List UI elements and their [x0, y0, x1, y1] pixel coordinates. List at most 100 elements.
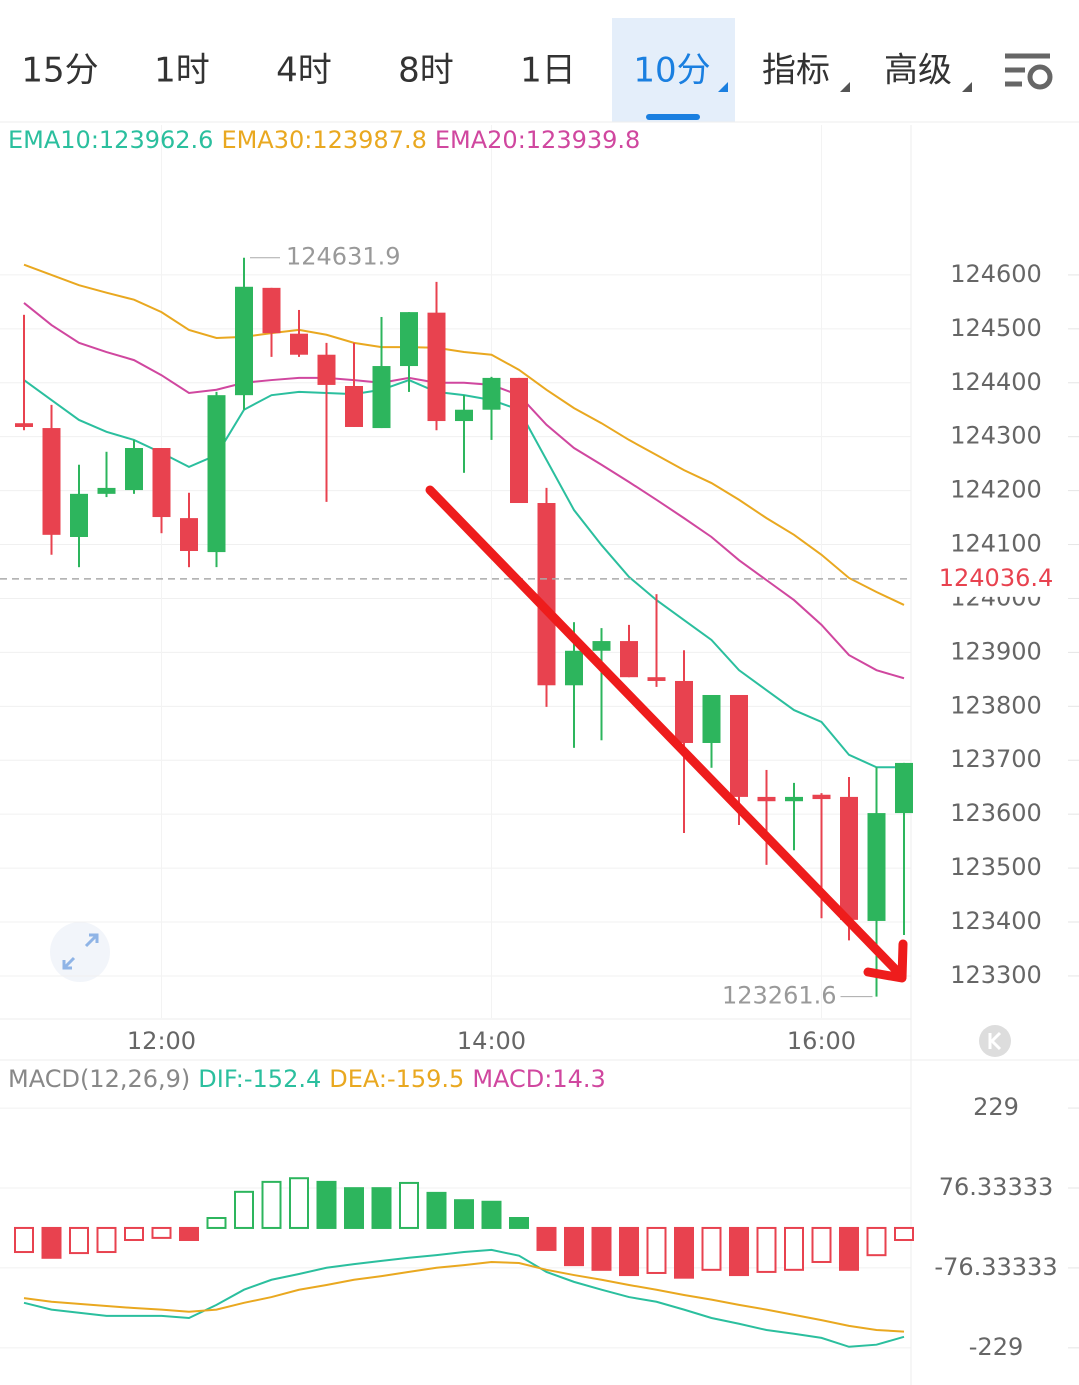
- candle-body: [372, 366, 391, 429]
- macd-bar: [179, 1226, 199, 1241]
- macd-bar: [536, 1226, 557, 1251]
- last-price-label: 124036.4: [939, 564, 1054, 592]
- candle-body: [840, 796, 858, 920]
- candle-body: [537, 503, 556, 686]
- tab[interactable]: 高级: [884, 51, 952, 91]
- high-label: 124631.9: [286, 243, 401, 271]
- candle-body: [455, 409, 473, 422]
- candle-body: [730, 694, 748, 797]
- legend-entry: DEA:-159.5: [329, 1065, 464, 1093]
- y-tick-label: 123600: [950, 799, 1042, 827]
- macd-bar: [619, 1226, 639, 1277]
- macd-line: [23, 1248, 905, 1348]
- candle-body: [97, 487, 116, 494]
- candle-body: [207, 395, 226, 553]
- x-tick-label: 12:00: [127, 1027, 196, 1055]
- y-tick-label: -76.33333: [934, 1253, 1057, 1281]
- macd-bar: [151, 1226, 172, 1239]
- tab-caret: [840, 82, 850, 92]
- y-tick-label: 123900: [950, 637, 1042, 665]
- candle-body: [70, 493, 88, 537]
- macd-bar: [756, 1226, 777, 1273]
- macd-bar: [674, 1226, 694, 1279]
- tab[interactable]: 4时: [276, 51, 332, 91]
- ema-line: [23, 263, 905, 606]
- macd-bar: [316, 1180, 337, 1229]
- candle-body: [702, 694, 721, 743]
- y-tick-label: 124500: [950, 314, 1042, 342]
- legend-entry: EMA20:123939.8: [435, 126, 640, 154]
- last-price-box: [913, 560, 1079, 597]
- macd-bar: [729, 1226, 749, 1277]
- candle-body: [620, 641, 638, 678]
- macd-bar: [839, 1226, 859, 1271]
- tab-caret: [962, 82, 972, 92]
- macd-bar: [701, 1226, 722, 1271]
- y-tick-label: 123300: [950, 961, 1042, 989]
- candle-body: [400, 312, 418, 367]
- tab[interactable]: 指标: [762, 51, 830, 91]
- tab[interactable]: 1日: [520, 51, 576, 91]
- macd-bar: [14, 1226, 34, 1254]
- candle-body: [647, 677, 666, 681]
- macd-bar: [399, 1181, 419, 1229]
- trend-arrow: [425, 485, 908, 983]
- macd-bar: [206, 1217, 227, 1229]
- tab[interactable]: 8时: [398, 51, 454, 91]
- macd-legend: MACD(12,26,9) DIF:-152.4 DEA:-159.5 MACD:14…: [8, 1065, 606, 1093]
- active-tab-bg: [612, 18, 735, 122]
- macd-bar: [811, 1226, 832, 1263]
- y-tick-label: 123500: [950, 853, 1042, 881]
- macd-bar: [894, 1226, 914, 1241]
- candle-body: [482, 377, 501, 410]
- candle-body: [152, 448, 171, 518]
- y-tick-label: 229: [973, 1093, 1019, 1121]
- reset-button[interactable]: [979, 1025, 1011, 1057]
- active-tab-underline: [646, 114, 700, 120]
- tab[interactable]: 15分: [21, 51, 98, 91]
- y-tick-label: -229: [969, 1333, 1023, 1361]
- ema-legend: EMA10:123962.6 EMA30:123987.8 EMA20:123939…: [8, 126, 640, 154]
- candle-body: [812, 794, 831, 800]
- candle-body: [290, 333, 308, 355]
- y-tick-label: 124300: [950, 422, 1042, 450]
- tab-caret: [718, 82, 728, 92]
- macd-line: [23, 1260, 905, 1333]
- macd-bar: [784, 1226, 804, 1271]
- low-label: 123261.6: [722, 982, 837, 1010]
- macd-bar: [41, 1226, 62, 1259]
- candle-body: [895, 762, 913, 814]
- candle-body: [510, 377, 528, 504]
- candle-body: [235, 286, 253, 396]
- legend-entry: EMA30:123987.8: [221, 126, 426, 154]
- macd-bar: [564, 1226, 584, 1267]
- x-tick-label: 16:00: [787, 1027, 856, 1055]
- macd-bar: [96, 1226, 117, 1254]
- y-tick-label: 123700: [950, 745, 1042, 773]
- legend-entry: MACD:14.3: [472, 1065, 605, 1093]
- macd-bar: [866, 1226, 887, 1257]
- legend-entry: EMA10:123962.6: [8, 126, 213, 154]
- candle-body: [262, 287, 281, 334]
- macd-bar: [591, 1226, 612, 1271]
- tab[interactable]: 1时: [154, 51, 210, 91]
- candle-body: [15, 423, 33, 427]
- macd-bar: [481, 1200, 502, 1229]
- x-tick-label: 14:00: [457, 1027, 526, 1055]
- macd-bar: [454, 1199, 474, 1229]
- macd-bar: [426, 1191, 447, 1229]
- y-tick-label: 123400: [950, 907, 1042, 935]
- settings-icon[interactable]: [1005, 53, 1053, 90]
- candle-body: [317, 354, 336, 385]
- expand-button[interactable]: [50, 922, 110, 982]
- tab[interactable]: 10分: [633, 51, 710, 91]
- candle-body: [565, 650, 583, 686]
- macd-bar: [234, 1190, 254, 1229]
- candle-body: [345, 385, 363, 427]
- y-tick-label: 76.33333: [939, 1173, 1054, 1201]
- macd-bar: [289, 1177, 309, 1229]
- candle-body: [427, 312, 446, 422]
- macd-bar: [124, 1226, 144, 1241]
